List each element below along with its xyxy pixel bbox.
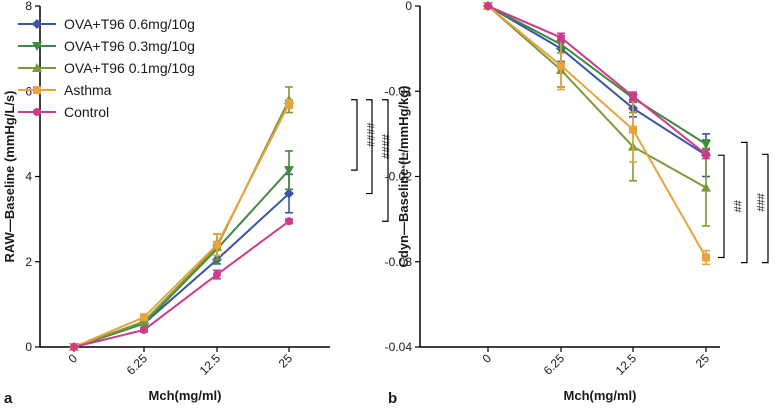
significance-label: ## xyxy=(731,200,743,213)
y-tick-label: -0.03 xyxy=(385,255,413,269)
series-line xyxy=(487,5,707,156)
series-line xyxy=(73,169,290,348)
data-point xyxy=(702,253,710,262)
legend-marker xyxy=(33,86,41,94)
series-line xyxy=(73,103,290,348)
legend-marker xyxy=(33,108,41,116)
y-axis-title: Cdyn—Baseline (L/mmHg/kg) xyxy=(396,85,411,267)
x-axis-title: Mch(mg/ml) xyxy=(149,388,222,403)
y-tick-label: -0.04 xyxy=(385,340,413,354)
series-line xyxy=(487,5,707,189)
significance-bracket xyxy=(762,153,769,264)
x-tick-label: 12.5 xyxy=(197,351,224,378)
series-line xyxy=(487,5,707,145)
data-point xyxy=(557,61,565,70)
legend-label: OVA+T96 0.1mg/10g xyxy=(64,60,195,76)
data-point xyxy=(284,166,294,176)
significance-label: #### xyxy=(379,134,391,159)
x-tick-label: 25 xyxy=(276,351,296,371)
data-point xyxy=(629,125,637,134)
x-tick-label: 0 xyxy=(479,351,494,366)
y-tick-label: -0.02 xyxy=(385,170,413,184)
data-point xyxy=(140,325,148,334)
series-line xyxy=(487,5,707,157)
legend-marker xyxy=(32,19,42,29)
y-axis-title: RAW—Baseline (mmHg/L/s) xyxy=(2,91,17,263)
legend-label: Asthma xyxy=(64,82,112,98)
y-tick-label: 0 xyxy=(25,340,32,354)
significance-bracket xyxy=(741,141,748,264)
significance-bracket xyxy=(718,154,725,259)
x-tick-label: 6.25 xyxy=(124,351,151,378)
legend-label: OVA+T96 0.3mg/10g xyxy=(64,38,195,54)
data-point xyxy=(629,92,637,101)
y-tick-label: 4 xyxy=(25,170,32,184)
data-point xyxy=(285,100,293,109)
data-point xyxy=(284,188,294,199)
data-point xyxy=(70,343,78,351)
data-point xyxy=(701,182,711,192)
data-point xyxy=(484,2,492,10)
data-point xyxy=(213,240,221,249)
y-tick-label: -0.01 xyxy=(385,84,413,98)
series-line xyxy=(487,5,707,258)
series-line xyxy=(73,220,290,348)
x-tick-label: 12.5 xyxy=(613,351,640,378)
x-tick-label: 0 xyxy=(65,351,80,366)
data-point xyxy=(285,217,293,226)
significance-bracket xyxy=(351,99,358,171)
legend-label: OVA+T96 0.6mg/10g xyxy=(64,16,195,32)
x-tick-label: 25 xyxy=(693,351,713,371)
x-tick-label: 6.25 xyxy=(541,351,568,378)
data-point xyxy=(213,270,221,279)
significance-bracket xyxy=(366,99,373,195)
legend-label: Control xyxy=(64,104,109,120)
data-point xyxy=(702,150,710,159)
panel-letter: b xyxy=(388,390,397,407)
significance-label: **** xyxy=(395,152,407,170)
data-point xyxy=(557,33,565,42)
significance-label: ** xyxy=(775,204,781,213)
panel-letter: a xyxy=(4,390,13,407)
legend-marker xyxy=(32,42,42,51)
y-tick-label: 6 xyxy=(25,84,32,98)
series-line xyxy=(73,192,290,348)
data-point xyxy=(140,313,148,322)
significance-label: ### xyxy=(754,193,766,212)
legend-marker xyxy=(32,63,42,72)
data-point xyxy=(701,140,711,150)
x-axis-title: Mch(mg/ml) xyxy=(564,388,637,403)
y-tick-label: 0 xyxy=(405,0,412,13)
y-tick-label: 8 xyxy=(25,0,32,13)
significance-bracket xyxy=(382,99,389,222)
y-tick-label: 2 xyxy=(25,255,32,269)
significance-label: #### xyxy=(364,123,376,148)
